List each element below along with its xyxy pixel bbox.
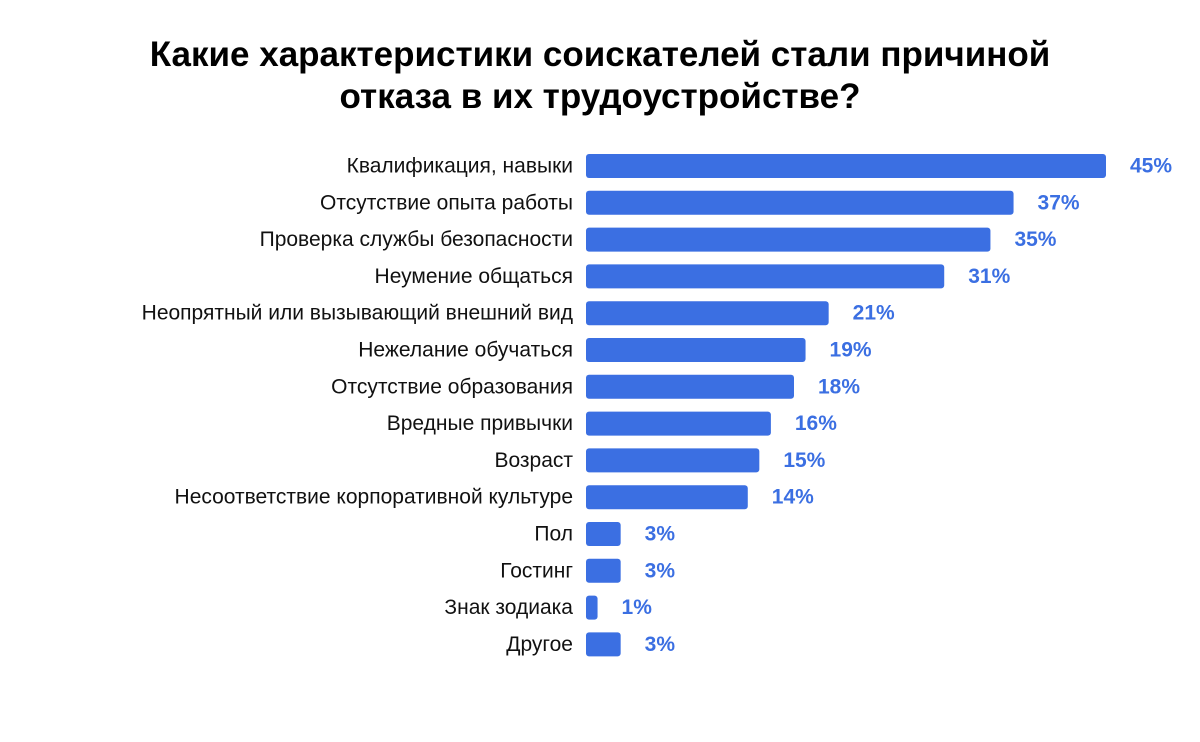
category-label: Отсутствие образования bbox=[331, 375, 573, 398]
category-label: Квалификация, навыки bbox=[347, 155, 573, 178]
value-label: 37% bbox=[1038, 191, 1080, 214]
category-label: Неумение общаться bbox=[375, 265, 573, 288]
bar bbox=[586, 301, 829, 326]
value-label: 15% bbox=[783, 449, 825, 472]
category-label: Нежелание обучаться bbox=[358, 339, 573, 362]
value-label: 3% bbox=[645, 523, 676, 546]
bar bbox=[586, 374, 794, 399]
bar bbox=[586, 264, 945, 289]
bar bbox=[586, 411, 771, 436]
chart-title-line-2: отказа в их трудоустройстве? bbox=[339, 77, 861, 116]
bar bbox=[586, 632, 621, 657]
category-label: Вредные привычки bbox=[387, 412, 573, 435]
value-label: 14% bbox=[772, 486, 814, 509]
bar bbox=[586, 522, 621, 546]
bar bbox=[586, 595, 598, 620]
value-label: 3% bbox=[645, 559, 676, 582]
value-label: 35% bbox=[1014, 228, 1056, 251]
bar bbox=[586, 190, 1014, 215]
bar bbox=[586, 338, 806, 362]
category-label: Проверка службы безопасности bbox=[260, 228, 573, 251]
bar bbox=[586, 558, 621, 583]
value-label: 16% bbox=[795, 412, 837, 435]
bar bbox=[586, 227, 991, 252]
bar bbox=[586, 485, 748, 510]
category-label: Другое bbox=[506, 633, 573, 656]
bar bbox=[586, 448, 760, 473]
value-label: 45% bbox=[1130, 155, 1172, 178]
value-label: 3% bbox=[645, 633, 676, 656]
chart-title: Какие характеристики соискателей стали п… bbox=[0, 34, 1200, 118]
category-label: Неопрятный или вызывающий внешний вид bbox=[142, 302, 573, 325]
chart-title-line-1: Какие характеристики соискателей стали п… bbox=[149, 35, 1051, 74]
category-label: Пол bbox=[534, 523, 573, 546]
value-label: 31% bbox=[968, 265, 1010, 288]
value-label: 18% bbox=[818, 375, 860, 398]
value-label: 1% bbox=[622, 596, 653, 619]
category-label: Отсутствие опыта работы bbox=[320, 191, 573, 214]
category-label: Знак зодиака bbox=[444, 596, 573, 619]
value-label: 21% bbox=[853, 302, 895, 325]
value-label: 19% bbox=[830, 339, 872, 362]
category-label: Гостинг bbox=[500, 559, 573, 582]
category-label: Несоответствие корпоративной культуре bbox=[175, 486, 573, 509]
category-label: Возраст bbox=[494, 449, 573, 472]
bar bbox=[586, 154, 1106, 178]
bars-group: Квалификация, навыки 45% Отсутствие опыта … bbox=[142, 154, 1172, 657]
